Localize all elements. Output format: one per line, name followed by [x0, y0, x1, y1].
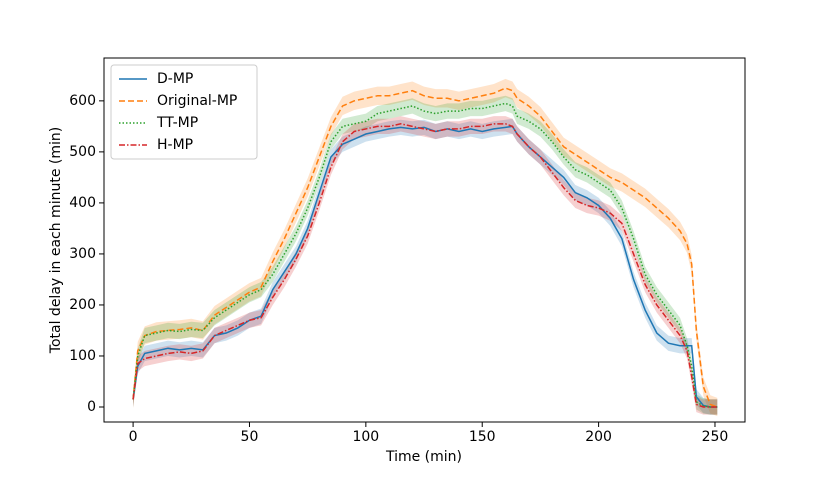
- x-tick-label: 150: [469, 429, 496, 445]
- series-line: [132, 102, 718, 408]
- confidence-band: [133, 118, 718, 415]
- x-tick-label: 50: [241, 429, 259, 445]
- y-tick-label: 200: [69, 297, 96, 313]
- y-tick-label: 400: [69, 195, 96, 211]
- legend-label: TT-MP: [156, 115, 198, 131]
- legend-label: H-MP: [157, 137, 193, 153]
- series-line: [132, 125, 718, 408]
- legend-label: D-MP: [157, 71, 193, 87]
- plot-frame: [103, 57, 746, 423]
- y-tick-label: 300: [69, 246, 96, 262]
- legend-label: Original-MP: [157, 93, 237, 109]
- x-tick-label: 0: [129, 429, 138, 445]
- x-tick-label: 200: [585, 429, 612, 445]
- y-tick-label: 0: [87, 399, 96, 415]
- confidence-band: [133, 116, 718, 415]
- y-tick-label: 100: [69, 348, 96, 364]
- y-axis-label: Total delay in each minute (min): [48, 127, 64, 354]
- series-line: [132, 123, 718, 408]
- y-tick-label: 600: [69, 93, 96, 109]
- x-axis-label: Time (min): [385, 449, 462, 465]
- x-tick-label: 250: [702, 429, 729, 445]
- x-tick-label: 100: [352, 429, 379, 445]
- series-line: [132, 87, 718, 408]
- y-tick-label: 500: [69, 144, 96, 160]
- legend-box: [110, 64, 258, 160]
